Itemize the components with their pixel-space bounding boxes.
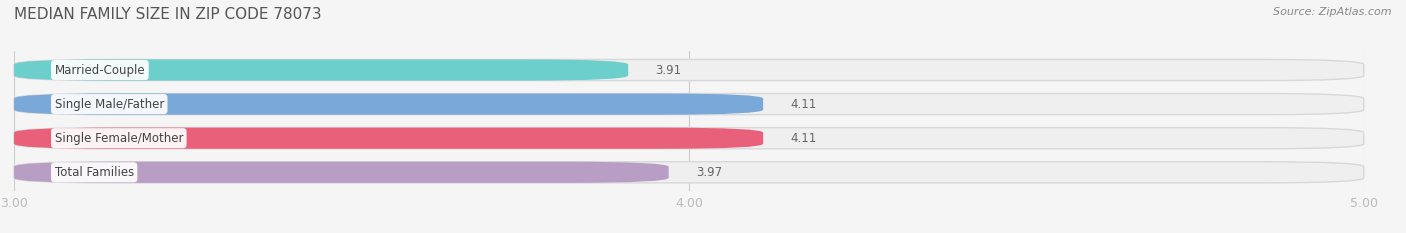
Text: 4.11: 4.11 xyxy=(790,132,817,145)
Text: Single Female/Mother: Single Female/Mother xyxy=(55,132,183,145)
FancyBboxPatch shape xyxy=(14,162,1364,183)
Text: Source: ZipAtlas.com: Source: ZipAtlas.com xyxy=(1274,7,1392,17)
Text: 4.11: 4.11 xyxy=(790,98,817,111)
Text: Married-Couple: Married-Couple xyxy=(55,64,145,76)
FancyBboxPatch shape xyxy=(14,93,763,115)
Text: MEDIAN FAMILY SIZE IN ZIP CODE 78073: MEDIAN FAMILY SIZE IN ZIP CODE 78073 xyxy=(14,7,322,22)
FancyBboxPatch shape xyxy=(14,162,669,183)
FancyBboxPatch shape xyxy=(14,93,1364,115)
FancyBboxPatch shape xyxy=(14,59,1364,81)
Text: Total Families: Total Families xyxy=(55,166,134,179)
Text: Single Male/Father: Single Male/Father xyxy=(55,98,165,111)
FancyBboxPatch shape xyxy=(14,128,1364,149)
Text: 3.91: 3.91 xyxy=(655,64,682,76)
Text: 3.97: 3.97 xyxy=(696,166,721,179)
FancyBboxPatch shape xyxy=(14,59,628,81)
FancyBboxPatch shape xyxy=(14,128,763,149)
